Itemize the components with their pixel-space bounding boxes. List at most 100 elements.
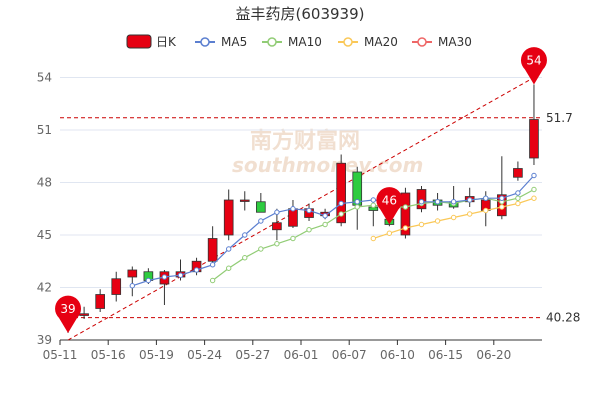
x-tick-label: 05-16 <box>91 348 126 362</box>
ref-line-label: 40.28 <box>546 311 580 325</box>
ma5-point <box>145 277 152 284</box>
ma5-point <box>290 206 296 212</box>
ma5-point <box>226 246 232 252</box>
legend-ma30-label: MA30 <box>438 35 472 49</box>
ma5-point <box>531 172 537 179</box>
ma5-point <box>258 218 264 224</box>
legend-ma30-dot <box>417 37 427 47</box>
legend: 日K MA5 MA10 MA20 MA30 <box>126 34 472 49</box>
legend-ma10-label: MA10 <box>288 35 322 49</box>
y-tick-label: 54 <box>37 71 52 85</box>
price-marker-pin <box>55 295 82 333</box>
price-marker-pin <box>376 187 403 225</box>
ma20-point <box>434 218 441 224</box>
candle-body <box>400 192 411 236</box>
y-tick-label: 48 <box>37 176 52 190</box>
price-marker-pin <box>520 47 547 85</box>
ma5-line <box>421 175 535 203</box>
grid-lines: 39 42 45 48 51 54 <box>37 71 542 347</box>
ma5-point <box>193 267 200 273</box>
trend-line <box>67 77 535 341</box>
candle-body <box>272 222 282 231</box>
ma5-point <box>161 274 168 280</box>
ma20-point <box>467 211 473 217</box>
ma5-point <box>450 199 457 205</box>
ma5-point <box>306 207 312 214</box>
chart-title: 益丰药房(603939) <box>236 5 365 23</box>
ma10-point <box>258 246 264 252</box>
watermark-en: southmoney.com <box>232 153 423 177</box>
candle-body <box>95 294 105 309</box>
ma5-point <box>129 283 136 289</box>
ma20-point <box>531 195 537 201</box>
ma10-point <box>209 277 216 284</box>
x-tick-label: 06-01 <box>284 348 319 362</box>
ma20-point <box>386 230 393 236</box>
ref-line-label: 51.7 <box>546 111 573 125</box>
x-tick-label: 06-20 <box>476 348 511 362</box>
ma20-point <box>370 235 376 242</box>
ma5-line <box>132 199 390 287</box>
ma5-point <box>499 195 505 201</box>
ma5-point <box>483 195 489 201</box>
x-tick-label: 05-11 <box>43 348 78 362</box>
ma10-point <box>354 204 360 210</box>
ma5-point <box>274 209 280 215</box>
candle-body <box>127 269 138 278</box>
legend-ma5-label: MA5 <box>221 35 247 49</box>
ma20-point <box>450 214 457 221</box>
ma20-point <box>483 207 489 214</box>
legend-kline-label: 日K <box>156 35 177 49</box>
legend-ma5-dot <box>200 37 210 47</box>
ma10-point <box>306 227 312 233</box>
trend-line-layer <box>67 77 535 341</box>
ma10-point <box>290 235 296 242</box>
legend-ma20-label: MA20 <box>364 35 398 49</box>
ma5-point <box>515 190 521 196</box>
y-tick-label: 45 <box>37 228 52 242</box>
ma5-point <box>338 200 344 207</box>
legend-ma20-dot <box>343 37 353 47</box>
ma10-point <box>322 221 328 228</box>
price-marker-label: 46 <box>382 194 397 208</box>
ma5-point <box>322 213 328 219</box>
ma10-point <box>226 265 232 271</box>
price-marker-label: 39 <box>60 302 75 316</box>
candle-body <box>207 238 218 262</box>
ma5-point <box>242 232 248 238</box>
x-tick-label: 05-24 <box>187 348 222 362</box>
ma5-point <box>177 272 184 278</box>
y-tick-label: 51 <box>37 123 52 137</box>
ma10-point <box>515 195 521 201</box>
ma10-point <box>274 241 280 247</box>
ma5-point <box>467 197 473 203</box>
candle-body <box>336 162 346 224</box>
candle-body <box>513 168 523 178</box>
candle-body <box>256 201 266 213</box>
y-tick-label: 42 <box>37 281 52 295</box>
ma5-point <box>209 262 216 268</box>
ma5-point <box>434 199 441 205</box>
legend-kline-swatch <box>126 34 152 49</box>
x-tick-label: 06-15 <box>428 348 463 362</box>
ma10-point <box>370 202 376 208</box>
watermark-cn: 南方财富网 <box>250 128 360 154</box>
ma10-point <box>402 204 409 210</box>
candle-body <box>529 119 539 159</box>
y-tick-label: 39 <box>37 333 52 347</box>
markers: 39 46 54 <box>55 47 547 333</box>
ma20-point <box>499 204 505 210</box>
ma10-point <box>531 186 537 193</box>
legend-ma10-dot <box>267 37 277 47</box>
ma20-point <box>515 200 521 207</box>
ma20-point <box>402 225 409 231</box>
candle-body <box>239 199 250 202</box>
candle-body <box>111 278 122 295</box>
ma10-point <box>338 211 344 217</box>
x-tick-label: 05-27 <box>235 348 270 362</box>
ma20-point <box>418 221 425 228</box>
candle-body <box>79 313 89 316</box>
